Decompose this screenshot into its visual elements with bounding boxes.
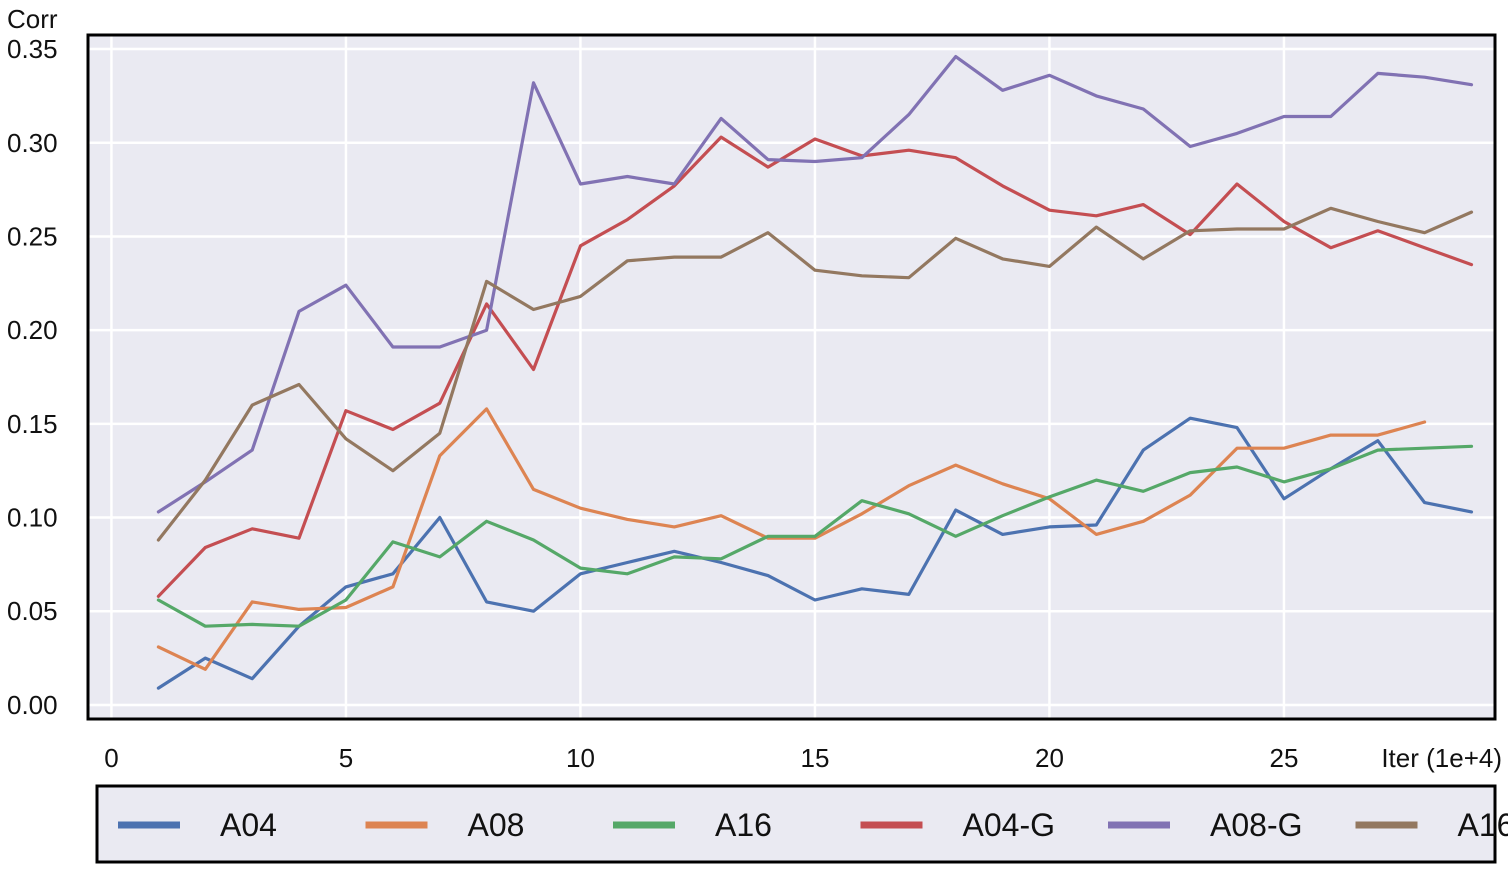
x-tick-label: 15 xyxy=(800,743,829,773)
x-tick-label: 20 xyxy=(1035,743,1064,773)
x-tick-label: 25 xyxy=(1269,743,1298,773)
y-tick-labels: 0.00 0.05 0.10 0.15 0.20 0.25 0.30 0.35 xyxy=(7,34,58,720)
grid-lines xyxy=(89,36,1494,718)
series-line-a04 xyxy=(156,416,1474,690)
y-tick-label: 0.05 xyxy=(7,596,58,626)
x-axis-label: Iter (1e+4) xyxy=(1381,743,1502,773)
legend: A04 A08 A16 A04-G A08-G A16-G xyxy=(118,807,1508,843)
series-line-a16-g xyxy=(156,206,1474,542)
legend-label: A04-G xyxy=(963,807,1055,843)
x-tick-label: 5 xyxy=(339,743,353,773)
y-tick-label: 0.30 xyxy=(7,128,58,158)
x-tick-label: 10 xyxy=(566,743,595,773)
legend-label: A04 xyxy=(220,807,277,843)
series-line-a08 xyxy=(156,407,1427,671)
x-tick-label: 0 xyxy=(104,743,118,773)
series-line-a04-g xyxy=(156,135,1474,598)
y-tick-label: 0.15 xyxy=(7,409,58,439)
y-tick-label: 0.10 xyxy=(7,503,58,533)
y-axis-label: Corr xyxy=(7,4,58,34)
y-tick-label: 0.25 xyxy=(7,221,58,251)
legend-label: A08-G xyxy=(1210,807,1302,843)
legend-label: A16 xyxy=(715,807,772,843)
y-tick-label: 0.00 xyxy=(7,690,58,720)
series-lines xyxy=(156,55,1474,690)
y-tick-label: 0.20 xyxy=(7,315,58,345)
series-line-a16 xyxy=(156,444,1474,628)
series-line-a08-g xyxy=(156,55,1474,514)
legend-label: A08 xyxy=(468,807,525,843)
legend-box xyxy=(95,784,1497,864)
x-tick-labels: 0 5 10 15 20 25 xyxy=(104,743,1298,773)
legend-label: A16-G xyxy=(1458,807,1508,843)
y-tick-label: 0.35 xyxy=(7,34,58,64)
